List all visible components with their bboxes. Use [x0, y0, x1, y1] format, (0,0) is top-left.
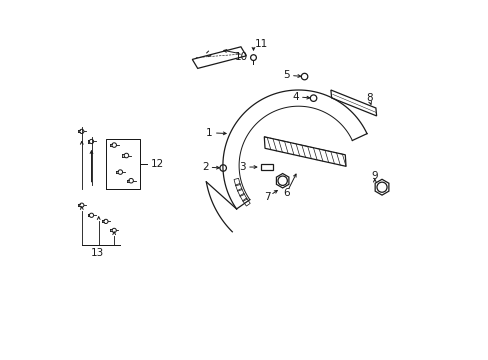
Text: 6: 6: [283, 188, 290, 198]
Text: 9: 9: [371, 171, 377, 181]
Text: 5: 5: [283, 71, 289, 81]
Text: 2: 2: [202, 162, 208, 172]
Text: 3: 3: [239, 162, 245, 172]
Text: 13: 13: [91, 248, 104, 258]
Text: 4: 4: [292, 92, 298, 102]
Text: 1: 1: [205, 128, 212, 138]
Text: 10: 10: [234, 51, 247, 62]
Text: 12: 12: [151, 159, 164, 169]
Text: 11: 11: [255, 39, 268, 49]
Bar: [260, 164, 273, 170]
Text: 8: 8: [366, 93, 372, 103]
Text: 7: 7: [264, 192, 270, 202]
